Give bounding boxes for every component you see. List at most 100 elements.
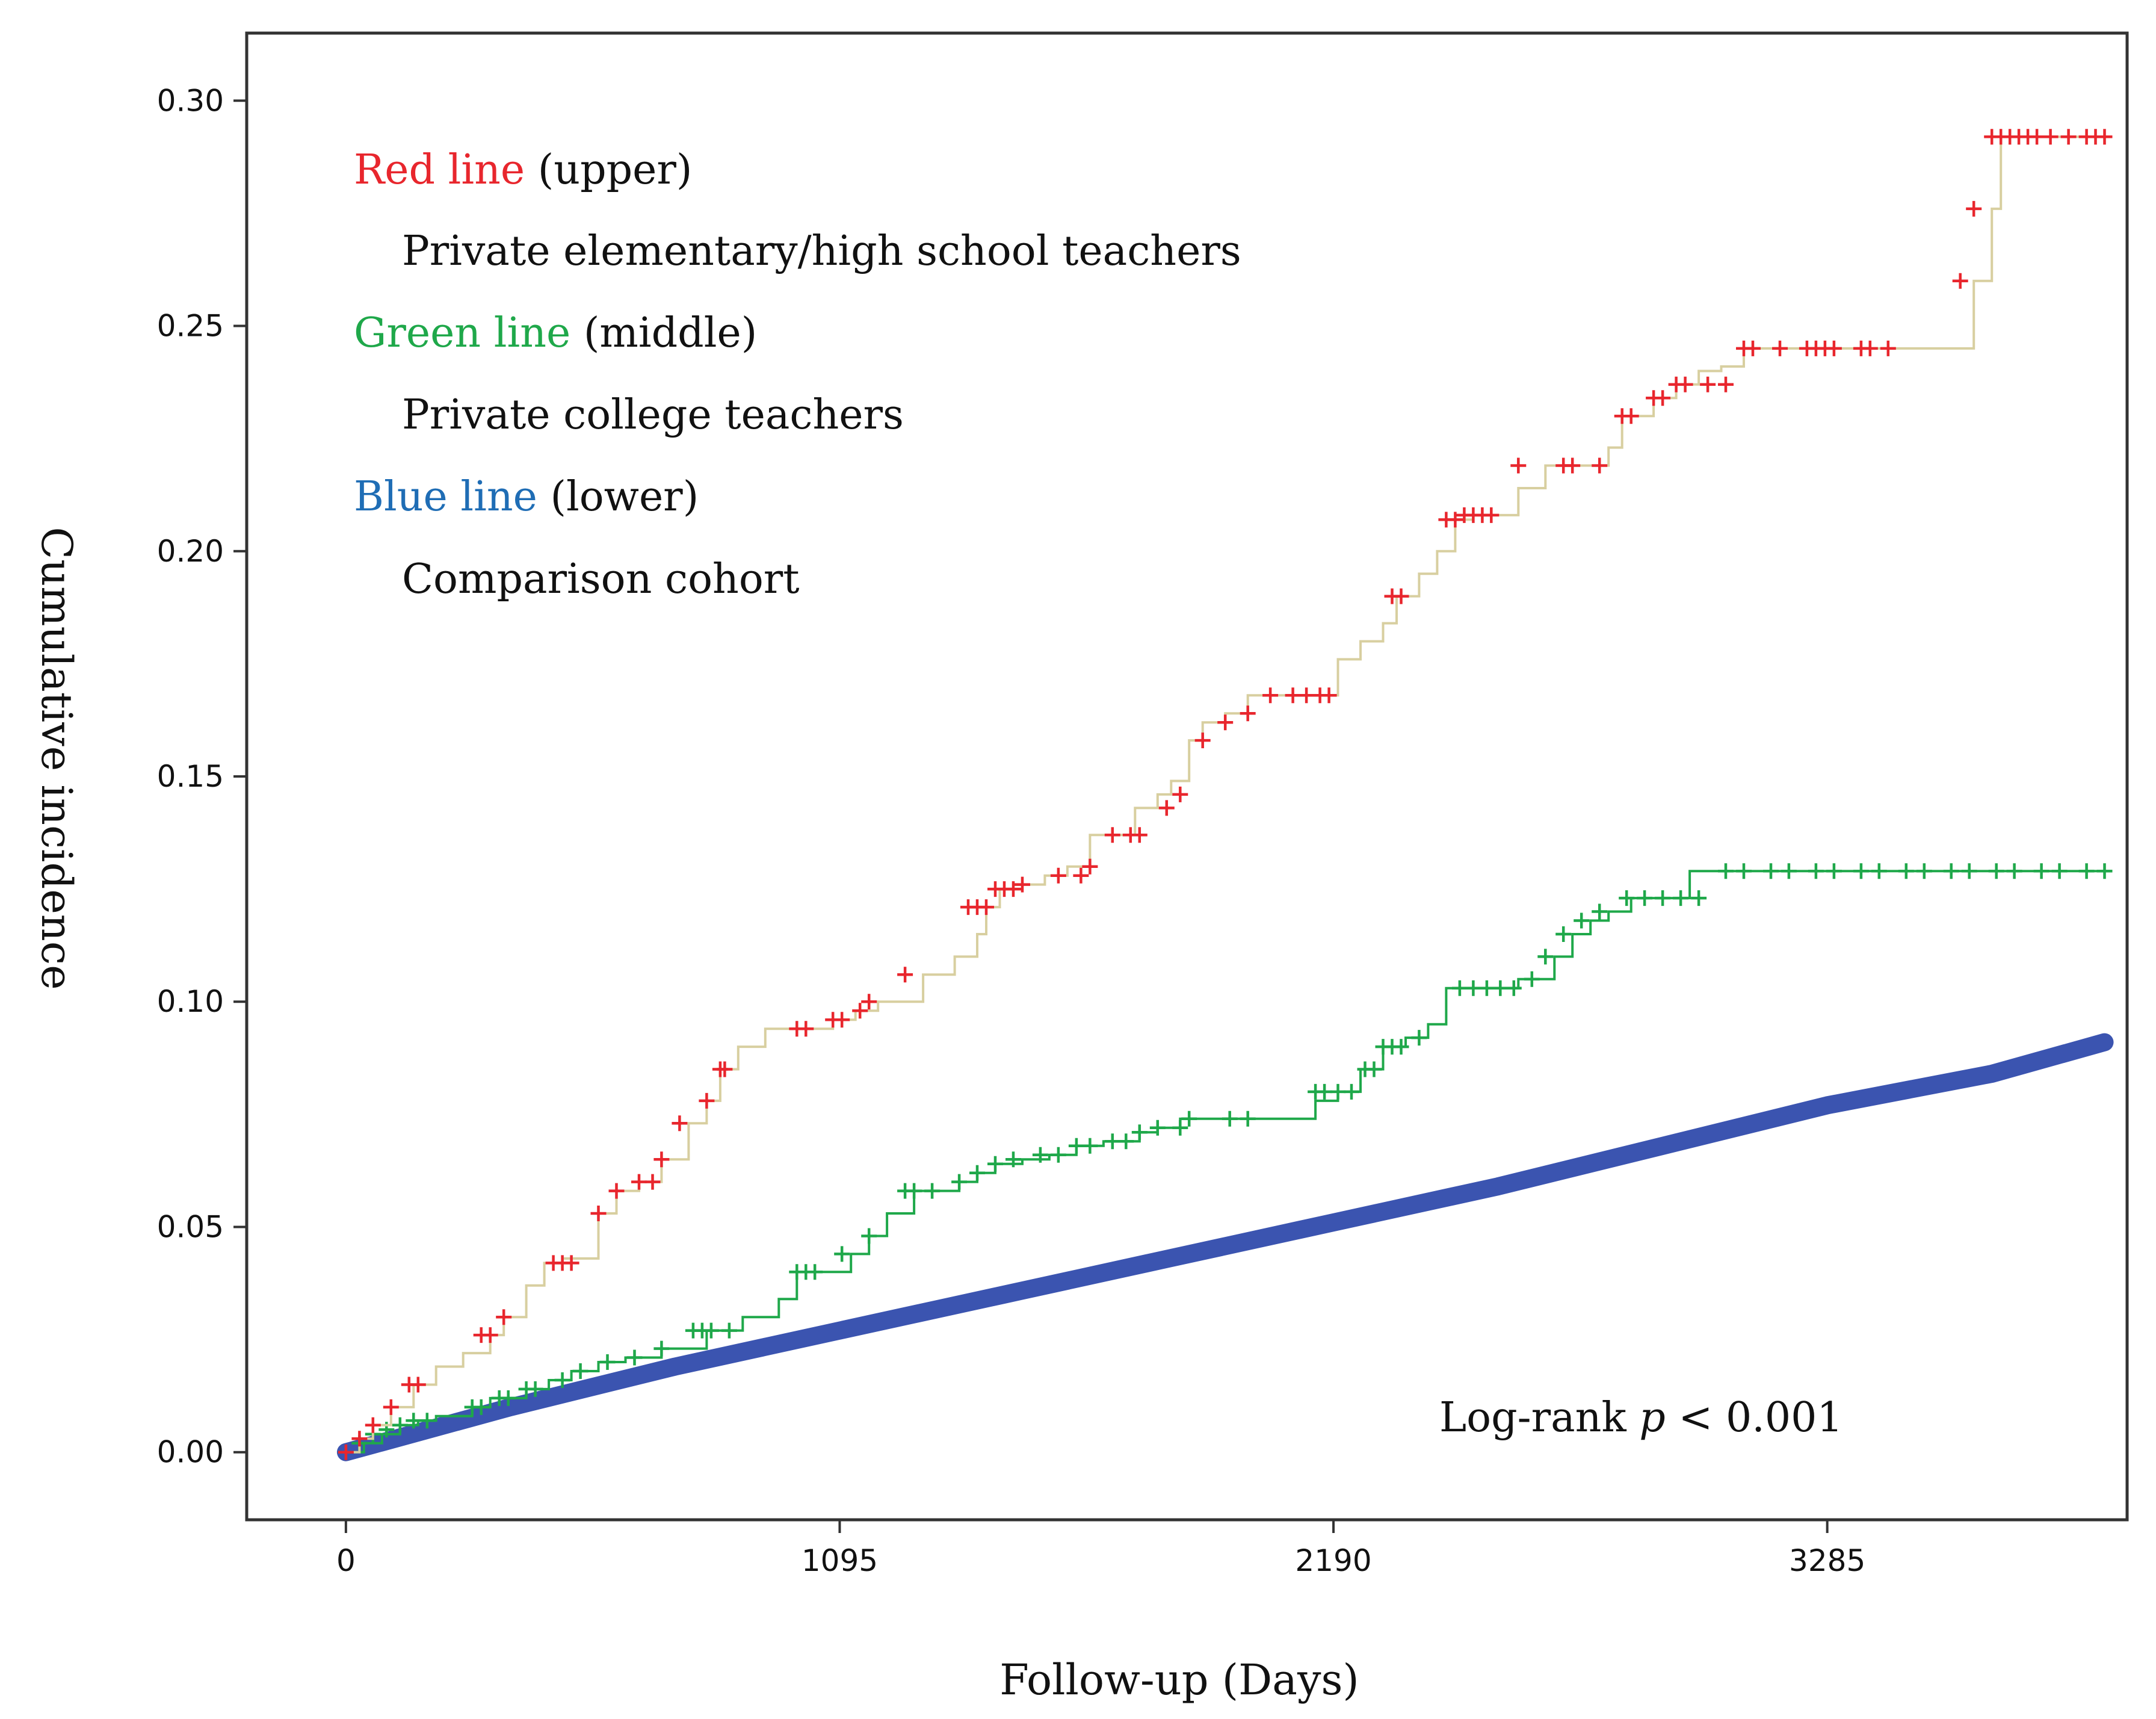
censor-mark [1299,687,1315,704]
censor-mark [2060,129,2077,145]
censor-mark [338,1444,354,1460]
censor-mark [1317,1083,1333,1100]
x-tick-label: 0 [336,1543,356,1578]
censor-mark [473,1399,489,1415]
censor-mark [482,1327,498,1343]
legend-desc-red: Private elementary/high school teachers [402,228,1241,275]
censor-mark [599,1354,616,1370]
annotation-suffix: < 0.001 [1666,1394,1843,1442]
y-tick-label: 0.30 [157,83,224,118]
censor-mark [2078,863,2095,879]
censor-mark [1736,863,1752,879]
censor-mark [1068,1138,1084,1154]
censor-mark [1222,1110,1238,1127]
censor-mark [1240,1110,1256,1127]
censor-mark [951,1174,968,1190]
censor-mark [1745,340,1761,356]
censor-mark [1862,340,1878,356]
censor-mark [721,1322,737,1339]
legend-desc-blue: Comparison cohort [402,556,800,603]
censor-mark [1217,714,1234,731]
censor-mark [969,1165,985,1181]
censor-mark [406,1413,422,1429]
censor-mark [1898,863,1914,879]
y-tick-label: 0.10 [157,984,224,1019]
censor-mark [1592,457,1608,474]
censor-mark [1240,705,1256,722]
censor-mark [1718,863,1734,879]
censor-mark [1393,1039,1409,1055]
y-axis-title: Cumulative incidence [32,527,81,990]
censor-mark [1158,800,1175,816]
censor-mark [1763,863,1779,879]
censor-mark [351,1431,368,1447]
legend-desc-green: Private college teachers [402,391,904,439]
censor-mark [1781,863,1797,879]
censor-mark [1961,863,1977,879]
censor-mark [2042,129,2059,145]
censor-mark [2006,863,2022,879]
censor-mark [1826,863,1842,879]
censor-mark [563,1255,579,1271]
censor-mark [653,1340,670,1357]
censor-mark [1344,1083,1359,1100]
censor-mark [626,1349,643,1366]
legend-entry-red: Red line (upper) [354,146,692,194]
censor-mark [1988,863,2004,879]
censor-mark [703,1322,719,1339]
censor-mark [1483,507,1500,523]
censor-mark [924,1183,941,1199]
censor-mark [834,1012,850,1028]
legend-blue-colored: Blue line [354,473,537,521]
censor-mark [978,899,994,915]
censor-mark [1149,1120,1166,1136]
censor-mark [1916,863,1932,879]
legend-green-colored: Green line [354,309,570,357]
censor-mark [861,1228,877,1244]
censor-mark [1673,890,1689,906]
censor-mark [1465,980,1481,996]
censor-mark [1172,786,1188,802]
log-rank-annotation: Log-rank p < 0.001 [1439,1394,1843,1442]
censor-mark [554,1372,570,1388]
censor-mark [653,1151,670,1168]
y-tick-label: 0.25 [157,309,224,344]
censor-mark [1623,408,1639,424]
censor-mark [699,1092,715,1109]
censor-mark [798,1021,814,1037]
censor-mark [1104,827,1120,843]
censor-mark [644,1174,661,1190]
censor-mark [672,1115,688,1132]
censor-mark [861,994,877,1010]
censor-mark [1082,1138,1098,1154]
censor-mark [1366,1061,1382,1077]
censor-mark [2096,863,2113,879]
censor-mark [987,1156,1003,1172]
censor-mark [1537,949,1554,965]
censor-mark [1118,1133,1134,1150]
x-tick-label: 1095 [802,1543,878,1578]
censor-mark [410,1377,426,1393]
censor-mark [1677,376,1693,392]
censor-mark [1655,890,1671,906]
censor-mark [1637,890,1653,906]
censor-mark [1005,881,1021,897]
censor-mark [1181,1110,1197,1127]
y-tick-label: 0.00 [157,1435,224,1470]
censor-mark [1492,980,1509,996]
censor-mark [906,1183,922,1199]
censor-mark [1574,912,1590,929]
censor-mark [1050,1147,1066,1163]
legend-entry-green: Green line (middle) [354,309,757,357]
y-tick-label: 0.20 [157,534,224,569]
censor-mark [383,1399,399,1415]
censor-mark [631,1174,647,1190]
censor-mark [1718,376,1734,392]
censor-mark [572,1363,588,1379]
censor-mark [608,1183,625,1199]
censor-mark [392,1417,408,1433]
censor-mark [1172,1120,1188,1136]
censor-mark [1555,926,1572,942]
censor-mark [1592,903,1608,920]
legend-entry-blue: Blue line (lower) [354,473,699,521]
